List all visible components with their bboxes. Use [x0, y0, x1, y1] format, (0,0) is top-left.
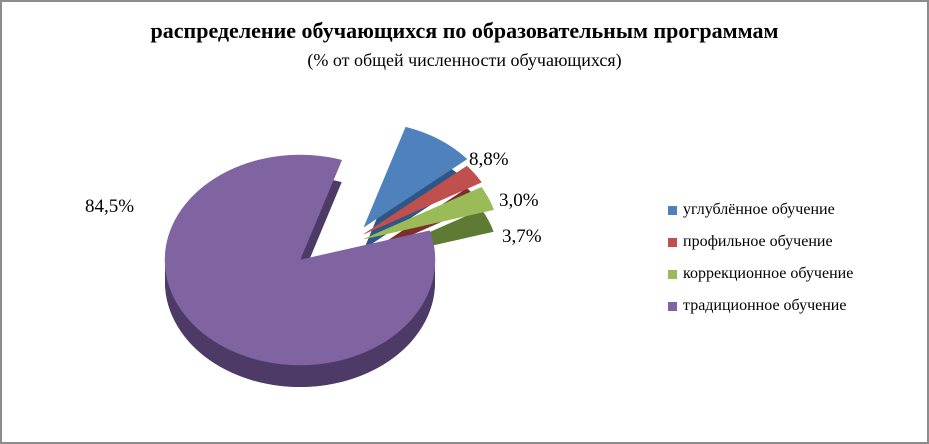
data-label-традиционное: 84,5% [85, 196, 134, 217]
legend-label: традиционное обучение [683, 297, 847, 314]
legend-item-углублённое: углублённое обучение [668, 194, 853, 226]
legend-swatch [668, 269, 677, 279]
legend-item-коррекционное: коррекционное обучение [668, 258, 853, 290]
pie-slice-профильное [363, 165, 482, 235]
pie-slice-углублённое [363, 126, 468, 228]
legend-swatch [668, 301, 677, 311]
data-label-углублённое: 8,8% [469, 149, 509, 170]
legend-swatch [668, 205, 677, 215]
legend-label: профильное обучение [683, 233, 833, 250]
pie-slice-традиционное [164, 154, 436, 366]
pie-slice-edge-традиционное [165, 260, 435, 387]
legend-item-традиционное: традиционное обучение [668, 290, 853, 322]
legend: углублённое обучение профильное обучение к… [668, 194, 853, 322]
legend-label: углублённое обучение [683, 201, 835, 218]
chart-subtitle: (% от общей численности обучающихся) [307, 50, 622, 70]
data-label-коррекционное: 3,7% [502, 226, 542, 247]
legend-swatch [668, 237, 677, 247]
legend-item-профильное: профильное обучение [668, 226, 853, 258]
chart-title: распределение обучающихся по образовател… [150, 18, 779, 43]
legend-label: коррекционное обучение [683, 265, 854, 282]
data-label-профильное: 3,0% [499, 190, 539, 211]
pie-slice-коррекционное [363, 186, 494, 240]
